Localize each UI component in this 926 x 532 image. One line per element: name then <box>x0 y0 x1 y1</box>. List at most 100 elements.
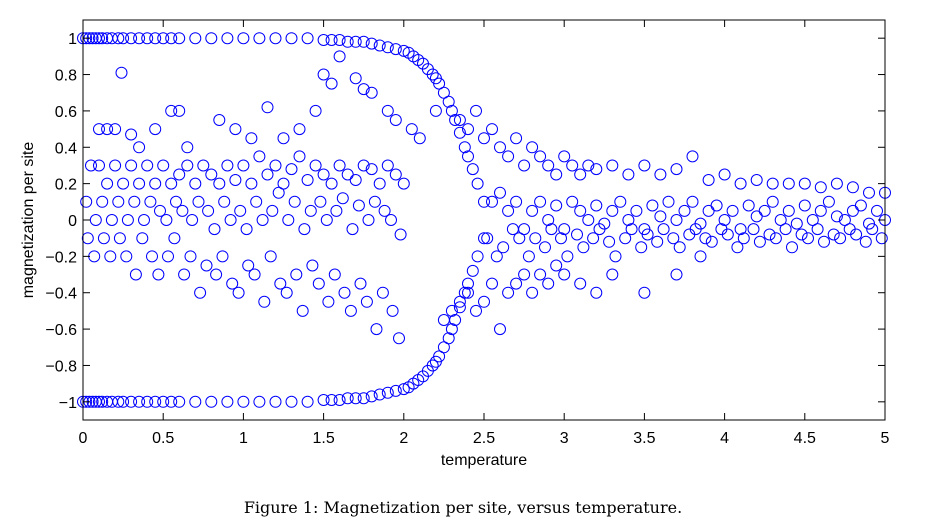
data-point <box>478 132 490 145</box>
data-point <box>242 259 255 272</box>
x-tick-label: 5 <box>881 430 890 447</box>
data-point <box>453 126 466 139</box>
data-point <box>229 174 242 186</box>
data-point <box>269 159 282 172</box>
data-point <box>93 159 105 172</box>
data-point <box>149 395 162 408</box>
data-point <box>582 214 595 226</box>
data-point <box>466 163 479 176</box>
data-point <box>442 95 455 108</box>
data-point <box>445 304 458 317</box>
data-point <box>373 388 386 401</box>
data-point <box>309 104 322 117</box>
data-point <box>606 204 619 217</box>
data-point <box>208 223 221 236</box>
data-point <box>726 204 739 217</box>
data-point <box>216 250 229 263</box>
data-point <box>210 268 223 281</box>
data-point <box>550 168 563 181</box>
data-point <box>678 204 691 217</box>
data-point <box>397 177 410 190</box>
data-point <box>250 195 263 208</box>
data-point <box>734 177 747 190</box>
data-point <box>290 268 303 281</box>
x-tick-label: 2.5 <box>473 430 495 447</box>
data-point <box>779 223 792 236</box>
data-point <box>657 223 670 236</box>
data-point <box>686 150 699 163</box>
data-point <box>555 232 567 245</box>
data-point <box>101 395 114 408</box>
data-point <box>80 195 93 208</box>
data-point <box>104 250 117 263</box>
data-point <box>93 395 105 408</box>
data-point <box>539 241 551 254</box>
data-point <box>587 232 600 245</box>
data-point <box>165 395 178 408</box>
data-point <box>245 132 258 145</box>
data-point <box>357 35 370 48</box>
data-point <box>494 186 506 199</box>
data-point <box>256 214 269 226</box>
data-point <box>133 177 146 190</box>
data-point <box>149 32 162 45</box>
data-point <box>753 235 766 248</box>
data-point <box>622 168 635 181</box>
data-point <box>405 123 418 136</box>
x-tick-label: 1.5 <box>312 430 334 447</box>
data-point <box>590 199 603 212</box>
data-point <box>513 232 526 245</box>
data-point <box>854 199 867 212</box>
data-point <box>261 168 274 181</box>
data-point <box>88 250 101 263</box>
data-point <box>117 32 130 45</box>
data-point <box>309 159 322 172</box>
data-point <box>571 228 583 241</box>
data-point <box>197 159 210 172</box>
data-point <box>165 32 178 45</box>
data-point <box>121 214 134 226</box>
data-point <box>462 286 474 299</box>
data-point <box>105 214 118 226</box>
y-tick-label: 0 <box>68 213 77 230</box>
data-point <box>654 168 667 181</box>
data-point <box>285 163 298 176</box>
data-point <box>325 177 338 190</box>
data-point <box>590 163 603 176</box>
data-point <box>368 195 381 208</box>
data-point <box>333 394 346 406</box>
data-point <box>141 395 154 408</box>
data-point <box>534 268 547 281</box>
data-point <box>154 204 166 217</box>
data-point <box>558 150 571 163</box>
data-point <box>458 286 471 299</box>
data-point <box>449 114 462 126</box>
data-point <box>638 286 651 299</box>
data-point <box>502 150 515 163</box>
data-point <box>330 204 343 217</box>
data-point <box>194 286 207 299</box>
data-point <box>229 123 242 136</box>
data-point <box>162 250 174 263</box>
data-point <box>737 232 750 245</box>
data-point <box>96 195 109 208</box>
data-point <box>497 241 510 254</box>
data-point <box>160 214 173 226</box>
data-point <box>365 390 378 403</box>
data-point <box>381 41 394 54</box>
data-point <box>566 159 579 172</box>
data-point <box>859 235 872 248</box>
data-point <box>654 210 667 223</box>
data-point <box>304 204 317 217</box>
data-point <box>846 204 859 217</box>
data-point <box>202 204 215 217</box>
data-point <box>429 104 442 117</box>
data-point <box>790 217 803 230</box>
data-point <box>186 214 199 226</box>
data-point <box>269 32 282 45</box>
data-point <box>365 163 378 176</box>
figure-caption: Figure 1: Magnetization per site, versus… <box>243 498 683 517</box>
data-point <box>558 223 571 236</box>
axes-box <box>82 19 886 421</box>
data-point <box>413 132 426 145</box>
